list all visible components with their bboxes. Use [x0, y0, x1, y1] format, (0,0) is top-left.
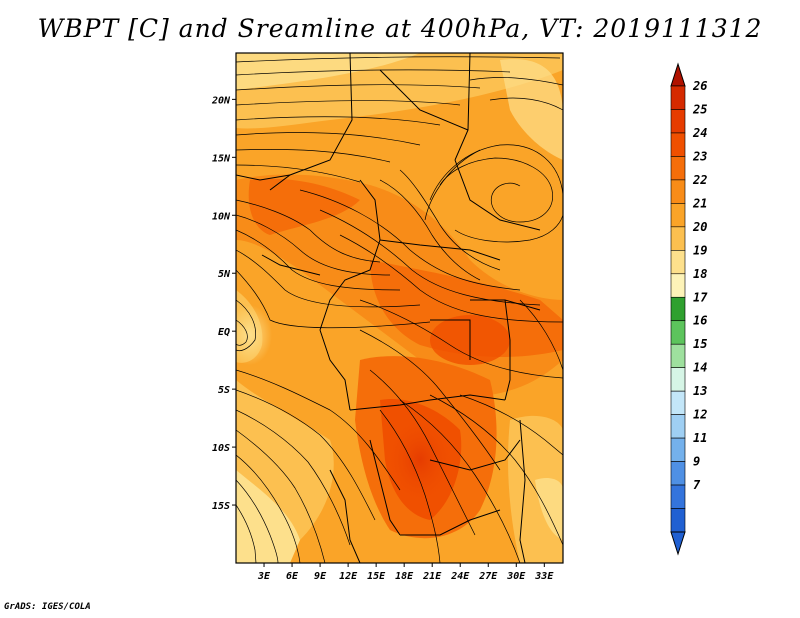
- colorbar-label: 20: [692, 220, 707, 234]
- colorbar-label: 16: [693, 314, 707, 328]
- colorbar-swatch: [670, 250, 686, 275]
- colorbar-top-arrow: [670, 62, 686, 87]
- colorbar-swatch: [670, 437, 686, 462]
- lat-tick-label: 20N: [211, 95, 231, 106]
- lon-tick-label: 18E: [395, 571, 414, 582]
- colorbar-swatch: [670, 296, 686, 322]
- colorbar-swatch: [670, 367, 686, 392]
- colorbar-label: 15: [693, 337, 707, 351]
- colorbar-swatch: [670, 390, 686, 415]
- colorbar-label: 24: [692, 126, 707, 140]
- lat-tick-label: 10S: [212, 443, 230, 454]
- colorbar-swatch: [670, 109, 686, 134]
- colorbar-swatch: [670, 320, 686, 345]
- lon-tick-label: 12E: [339, 571, 358, 582]
- lon-tick-label: 30E: [506, 571, 526, 582]
- colorbar-swatch: [670, 203, 686, 228]
- colorbar-label: 11: [693, 431, 707, 445]
- colorbar-label: 14: [693, 361, 707, 375]
- colorbar-label: 18: [693, 267, 707, 281]
- lat-tick-label: 15S: [212, 501, 230, 512]
- lon-tick-label: 33E: [534, 571, 554, 582]
- colorbar-swatch: [670, 226, 686, 251]
- colorbar-label: 7: [693, 478, 701, 492]
- colorbar-swatch: [670, 461, 686, 486]
- colorbar-swatch: [670, 343, 686, 368]
- colorbar-swatch: [670, 273, 686, 298]
- lon-tick-label: 24E: [450, 571, 470, 582]
- wbpt-shading: [236, 53, 563, 563]
- longitude-axis: 3E 6E 9E 12E 15E 18E 21E 24E 27E 30E 33E: [257, 563, 554, 582]
- lon-tick-label: 15E: [367, 571, 386, 582]
- colorbar-label: 22: [692, 173, 707, 187]
- lat-tick-label: 15N: [212, 153, 231, 164]
- colorbar-label: 12: [693, 408, 707, 422]
- lat-tick-label: 5N: [218, 269, 231, 280]
- lat-tick-label: 10N: [212, 211, 231, 222]
- colorbar-swatch: [670, 179, 686, 204]
- lon-tick-label: 3E: [257, 571, 271, 582]
- colorbar-swatch: [670, 508, 686, 533]
- lon-tick-label: 21E: [422, 571, 442, 582]
- colorbar: 26 25 24 23 22 21 20 19 18 17 16 15 14 13 12 11 9 7: [670, 62, 708, 556]
- colorbar-bottom-arrow: [670, 531, 686, 556]
- colorbar-label: 13: [693, 384, 707, 398]
- country-boundaries: [236, 53, 541, 563]
- colorbar-label: 25: [692, 102, 707, 116]
- colorbar-swatch: [670, 132, 686, 157]
- lon-tick-label: 6E: [286, 571, 299, 582]
- colorbar-swatch: [670, 484, 686, 509]
- latitude-axis: 20N 15N 10N 5N EQ 5S 10S 15S: [211, 95, 236, 512]
- lat-tick-label: 5S: [218, 385, 230, 396]
- lon-tick-label: 27E: [478, 571, 498, 582]
- colorbar-label: 23: [692, 149, 707, 163]
- streamlines: [236, 56, 563, 563]
- colorbar-label: 21: [692, 196, 707, 210]
- colorbar-swatch: [670, 85, 686, 110]
- lat-tick-label: EQ: [218, 327, 230, 338]
- colorbar-label: 26: [692, 79, 707, 93]
- grads-credit: GrADS: IGES/COLA: [4, 602, 91, 612]
- colorbar-label: 9: [693, 455, 700, 469]
- chart-title: WBPT [C] and Sreamline at 400hPa, VT: 20…: [37, 14, 763, 43]
- map-frame: [235, 52, 564, 564]
- colorbar-swatch: [670, 414, 686, 439]
- lon-tick-label: 9E: [314, 571, 327, 582]
- colorbar-swatch: [670, 156, 686, 181]
- colorbar-label: 17: [693, 290, 708, 304]
- colorbar-label: 19: [693, 243, 707, 257]
